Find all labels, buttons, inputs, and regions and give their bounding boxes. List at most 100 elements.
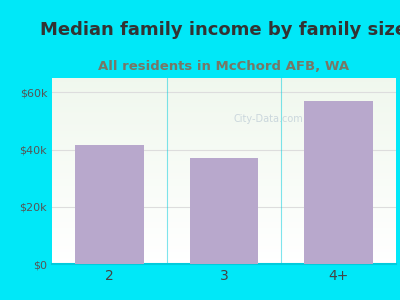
Text: All residents in McChord AFB, WA: All residents in McChord AFB, WA: [98, 60, 350, 73]
Bar: [52, 84, 396, 85]
Bar: [52, 151, 396, 152]
Bar: [52, 252, 396, 253]
Bar: [52, 170, 396, 171]
Bar: [304, 101, 373, 264]
Bar: [52, 167, 396, 168]
Bar: [52, 183, 396, 184]
Bar: [52, 117, 396, 118]
Bar: [52, 205, 396, 206]
Bar: [52, 261, 396, 262]
Bar: [52, 143, 396, 144]
Bar: [52, 87, 396, 88]
Bar: [52, 178, 396, 179]
Bar: [52, 101, 396, 102]
Bar: [52, 176, 396, 177]
Bar: [52, 209, 396, 210]
Bar: [52, 139, 396, 140]
Bar: [52, 124, 396, 125]
Bar: [52, 189, 396, 190]
Bar: [52, 121, 396, 122]
Bar: [52, 97, 396, 98]
Bar: [52, 85, 396, 86]
Bar: [52, 110, 396, 111]
Bar: [52, 103, 396, 104]
Bar: [52, 78, 396, 79]
Bar: [52, 131, 396, 132]
Bar: [52, 225, 396, 226]
Bar: [52, 123, 396, 124]
Bar: [52, 193, 396, 194]
Bar: [52, 262, 396, 263]
Bar: [52, 192, 396, 193]
Bar: [52, 195, 396, 196]
Bar: [52, 150, 396, 151]
Bar: [52, 146, 396, 147]
Bar: [52, 241, 396, 242]
Bar: [52, 79, 396, 80]
Bar: [52, 153, 396, 154]
Bar: [52, 106, 396, 107]
Bar: [52, 233, 396, 234]
Bar: [52, 120, 396, 121]
Bar: [52, 175, 396, 176]
Bar: [52, 165, 396, 166]
Bar: [52, 109, 396, 110]
Bar: [52, 196, 396, 197]
Bar: [52, 207, 396, 208]
Bar: [52, 162, 396, 163]
Bar: [52, 200, 396, 201]
Bar: [52, 159, 396, 160]
Bar: [52, 135, 396, 136]
Bar: [52, 100, 396, 101]
Bar: [52, 91, 396, 92]
Bar: [52, 259, 396, 260]
Bar: [52, 108, 396, 109]
Bar: [52, 215, 396, 216]
Bar: [52, 172, 396, 173]
Bar: [52, 99, 396, 100]
Bar: [52, 253, 396, 254]
Bar: [52, 102, 396, 103]
Bar: [52, 158, 396, 159]
Bar: [52, 141, 396, 142]
Bar: [52, 89, 396, 90]
Bar: [52, 86, 396, 87]
Bar: [52, 245, 396, 246]
Bar: [52, 202, 396, 203]
Bar: [52, 240, 396, 241]
Bar: [52, 203, 396, 205]
Bar: [52, 244, 396, 245]
Bar: [52, 130, 396, 131]
Bar: [52, 256, 396, 257]
Bar: [52, 251, 396, 252]
Bar: [52, 206, 396, 207]
Bar: [52, 93, 396, 94]
Bar: [52, 187, 396, 188]
Bar: [52, 155, 396, 156]
Bar: [52, 228, 396, 229]
Bar: [52, 115, 396, 116]
Bar: [52, 227, 396, 228]
Bar: [52, 232, 396, 233]
Bar: [52, 161, 396, 162]
Bar: [52, 144, 396, 145]
Bar: [52, 94, 396, 95]
Bar: [52, 82, 396, 83]
Bar: [52, 237, 396, 238]
Bar: [75, 145, 144, 264]
Bar: [52, 258, 396, 259]
Bar: [52, 132, 396, 133]
Bar: [52, 81, 396, 82]
Bar: [52, 211, 396, 212]
Bar: [52, 166, 396, 167]
Bar: [52, 208, 396, 209]
Bar: [52, 201, 396, 202]
Bar: [52, 156, 396, 157]
Bar: [52, 213, 396, 214]
Bar: [52, 234, 396, 235]
Bar: [52, 218, 396, 219]
Bar: [52, 118, 396, 119]
Bar: [52, 104, 396, 105]
Bar: [52, 180, 396, 181]
Bar: [52, 90, 396, 91]
